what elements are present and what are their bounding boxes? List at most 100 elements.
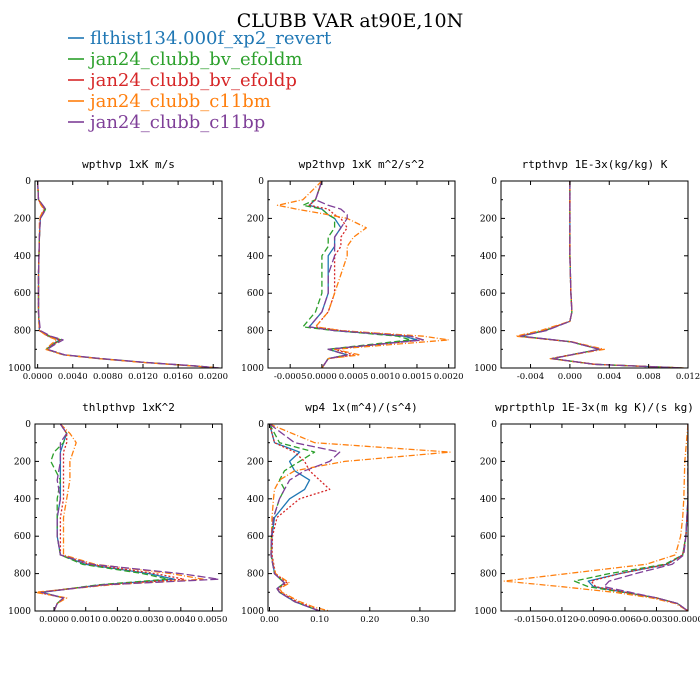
x-tick-label: 0.0040 <box>58 372 88 382</box>
x-tick-label: 0.0000 <box>307 372 337 382</box>
y-tick-label: 600 <box>14 289 31 299</box>
series-line-jan24-clubb-bv-efoldm <box>36 181 219 368</box>
legend-item-jan24-clubb-c11bp: jan24_clubb_c11bp <box>68 112 265 133</box>
y-tick-label: 0 <box>258 177 264 187</box>
y-tick-label: 800 <box>247 570 264 580</box>
series-line-flthist134-000f-xp2-revert <box>587 424 688 611</box>
series-line-jan24-clubb-c11bp <box>40 424 220 611</box>
x-tick-label: 0.00 <box>260 615 279 625</box>
x-tick-label: 0.10 <box>310 615 329 625</box>
series-line-jan24-clubb-bv-efoldp <box>590 424 688 611</box>
y-tick-label: 400 <box>480 252 497 262</box>
legend-item-jan24-clubb-bv-efoldp: jan24_clubb_bv_efoldp <box>68 70 297 91</box>
panel-title: rtpthvp 1E-3x(kg/kg) K <box>522 158 668 171</box>
y-tick-label: 1000 <box>241 364 264 374</box>
y-tick-label: 1000 <box>8 607 31 617</box>
x-tick-label: 0.008 <box>636 372 660 382</box>
x-tick-label: -0.0090 <box>577 615 610 625</box>
panel-6: wprtpthlp 1E-3x(m kg K)/(s kg) 0 200 400 600… <box>474 401 700 625</box>
x-tick-label: 0.30 <box>410 615 429 625</box>
y-tick-label: 800 <box>247 327 264 337</box>
x-tick-label: 0.0015 <box>402 372 432 382</box>
x-tick-label: 0.0000 <box>23 372 53 382</box>
series-line-flthist134-000f-xp2-revert <box>520 181 684 368</box>
x-tick-label: 0.0040 <box>166 615 196 625</box>
y-tick-label: 800 <box>480 327 497 337</box>
y-tick-label: 600 <box>14 532 31 542</box>
y-tick-label: 1000 <box>474 364 497 374</box>
y-tick-label: 400 <box>14 252 31 262</box>
legend-label: jan24_clubb_bv_efoldp <box>88 70 297 91</box>
legend-label: jan24_clubb_c11bp <box>88 112 265 133</box>
x-tick-label: 0.0120 <box>128 372 158 382</box>
y-tick-label: 200 <box>480 214 497 224</box>
y-tick-label: 1000 <box>474 607 497 617</box>
y-tick-label: 600 <box>247 289 264 299</box>
series-line-flthist134-000f-xp2-revert <box>40 424 176 611</box>
panel-title: wprtpthlp 1E-3x(m kg K)/(s kg) <box>495 401 694 414</box>
y-tick-label: 0 <box>258 420 264 430</box>
y-tick-label: 400 <box>14 495 31 505</box>
y-tick-label: 1000 <box>241 607 264 617</box>
y-tick-label: 0 <box>25 177 31 187</box>
series-line-jan24-clubb-bv-efoldm <box>518 181 684 368</box>
x-tick-label: 0.0010 <box>370 372 400 382</box>
legend-item-jan24-clubb-bv-efoldm: jan24_clubb_bv_efoldm <box>68 49 302 70</box>
plot-frame <box>500 180 689 369</box>
series-line-jan24-clubb-c11bm <box>269 424 451 611</box>
series-group <box>276 181 450 368</box>
panel-2: wp2thvp 1xK m^2/s^2 0 200 400 600 800 1000 -0.0… <box>241 158 463 382</box>
y-tick-label: 0 <box>491 177 497 187</box>
panel-3: rtpthvp 1E-3x(kg/kg) K 0 200 400 600 800 1000 -… <box>474 158 700 382</box>
x-tick-label: 0.012 <box>676 372 700 382</box>
y-tick-label: 200 <box>14 214 31 224</box>
x-tick-label: 0.0160 <box>163 372 193 382</box>
y-tick-label: 1000 <box>8 364 31 374</box>
x-tick-label: 0.0000 <box>673 615 700 625</box>
x-tick-label: 0.0005 <box>339 372 369 382</box>
y-tick-label: 800 <box>480 570 497 580</box>
x-tick-label: -0.0060 <box>609 615 642 625</box>
x-tick-label: 0.004 <box>597 372 621 382</box>
y-tick-label: 400 <box>247 252 264 262</box>
y-tick-label: 800 <box>14 570 31 580</box>
x-tick-label: 0.0200 <box>198 372 228 382</box>
series-line-jan24-clubb-c11bm <box>35 424 204 611</box>
panel-title: wp4 1x(m^4)/(s^4) <box>305 401 418 414</box>
series-line-jan24-clubb-c11bp <box>269 424 341 611</box>
series-line-jan24-clubb-c11bm <box>503 424 688 611</box>
series-line-jan24-clubb-bv-efoldp <box>36 181 218 368</box>
panel-title: thlpthvp 1xK^2 <box>82 401 175 414</box>
series-line-jan24-clubb-bv-efoldp <box>37 424 185 611</box>
legend-item-jan24-clubb-c11bm: jan24_clubb_c11bm <box>68 91 271 112</box>
series-line-flthist134-000f-xp2-revert <box>36 181 218 368</box>
series-line-jan24-clubb-c11bp <box>308 181 424 368</box>
x-tick-label: 0.000 <box>558 372 582 382</box>
series-group <box>268 424 451 611</box>
legend-label: jan24_clubb_bv_efoldm <box>88 49 302 70</box>
x-tick-label: 0.0030 <box>134 615 164 625</box>
x-tick-label: 0.0020 <box>103 615 133 625</box>
panel-title: wpthvp 1xK m/s <box>82 158 175 171</box>
legend-label: jan24_clubb_c11bm <box>88 91 271 112</box>
legend-item-flthist134-000f-xp2-revert: flthist134.000f_xp2_revert <box>68 28 332 49</box>
x-tick-label: 0.0050 <box>198 615 228 625</box>
series-group <box>515 181 685 368</box>
y-tick-label: 800 <box>14 327 31 337</box>
y-tick-label: 400 <box>247 495 264 505</box>
figure-title: CLUBB VAR at90E,10N <box>237 10 463 32</box>
x-tick-label: -0.0030 <box>640 615 673 625</box>
y-tick-label: 400 <box>480 495 497 505</box>
y-tick-label: 200 <box>247 214 264 224</box>
x-tick-label: 0.0000 <box>39 615 69 625</box>
series-line-flthist134-000f-xp2-revert <box>268 424 320 611</box>
series-group <box>36 181 221 368</box>
series-line-jan24-clubb-c11bm <box>515 181 685 368</box>
x-tick-label: -0.004 <box>517 372 544 382</box>
legend: flthist134.000f_xp2_revertjan24_clubb_bv… <box>68 28 332 133</box>
series-line-jan24-clubb-bv-efoldm <box>573 424 688 611</box>
